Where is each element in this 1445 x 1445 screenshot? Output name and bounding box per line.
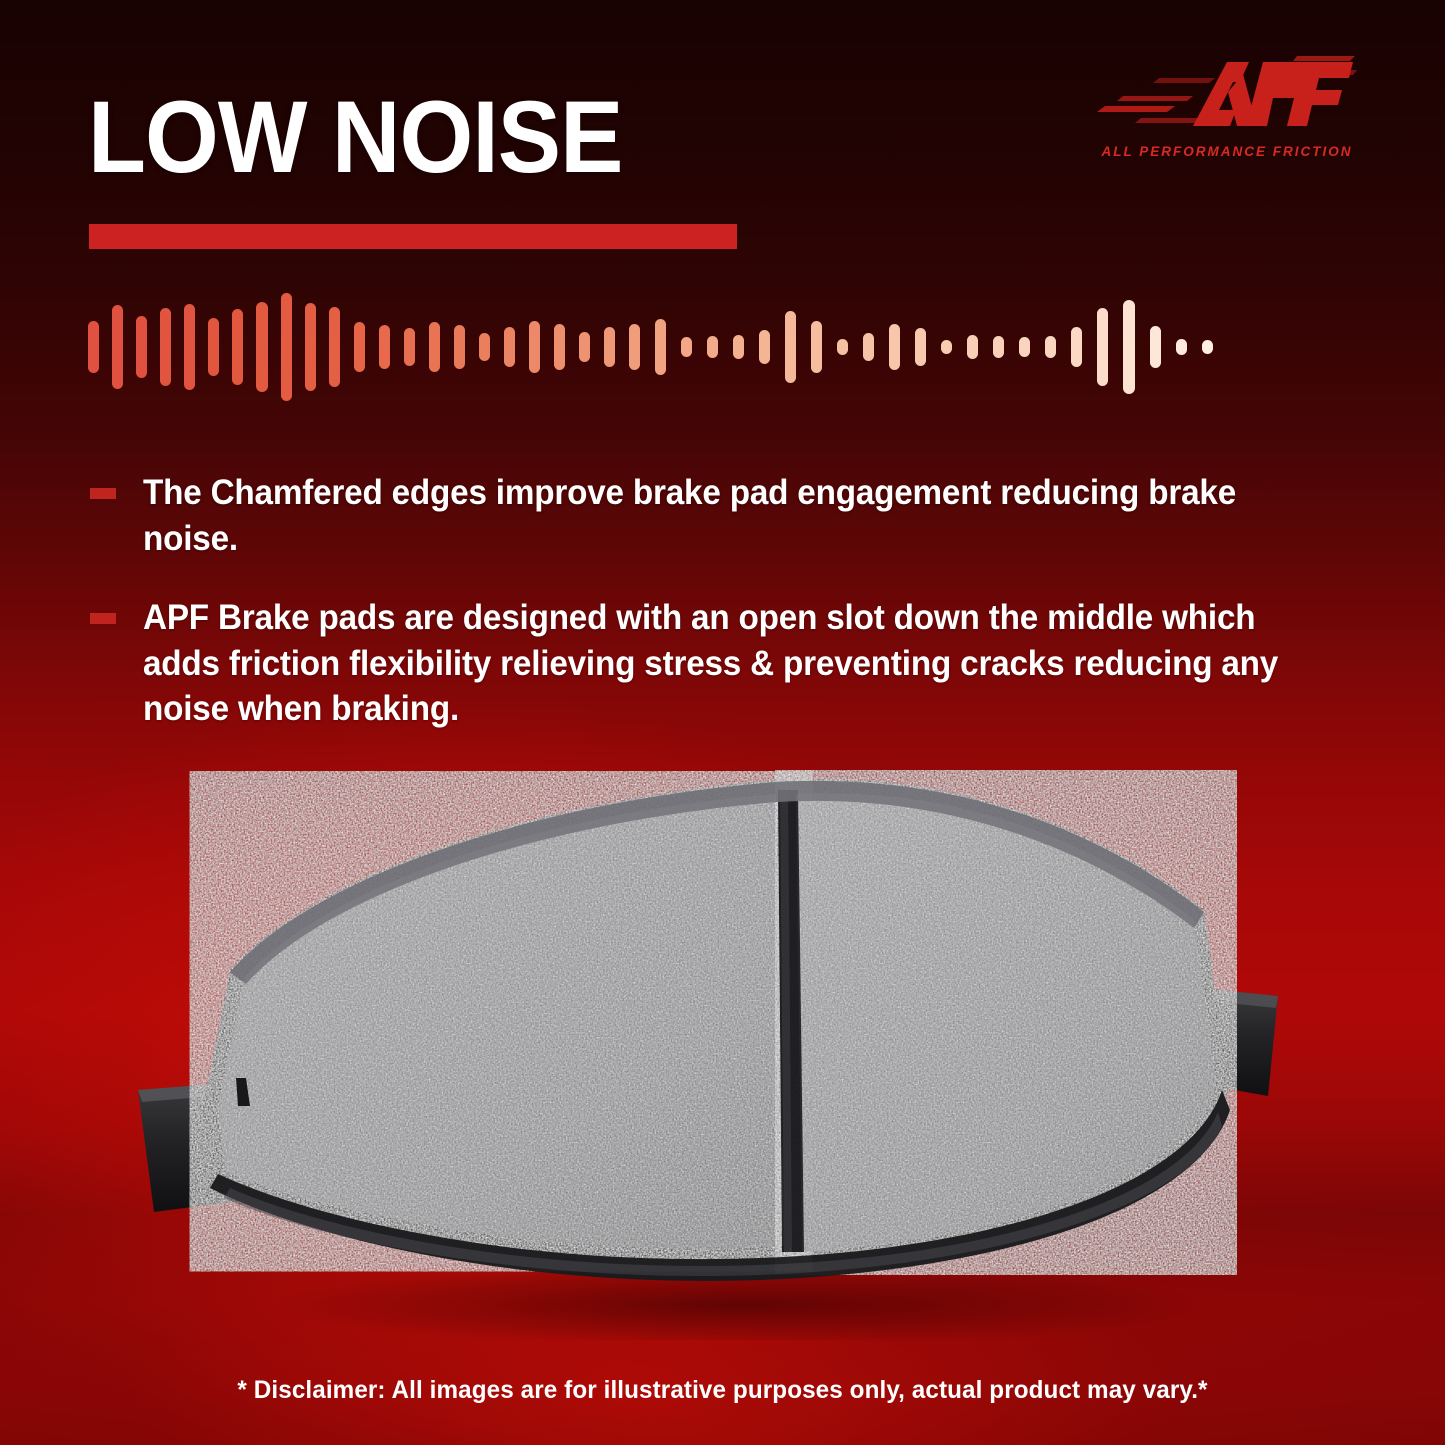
waveform-bar — [604, 327, 615, 367]
waveform-bar — [733, 335, 744, 359]
waveform-bar — [479, 333, 490, 361]
waveform-bar — [1045, 336, 1056, 358]
waveform-bar — [529, 321, 540, 373]
dash-marker-icon — [90, 613, 116, 624]
waveform-bar — [655, 319, 666, 375]
waveform-bar — [863, 333, 874, 361]
waveform-bar — [681, 337, 692, 357]
waveform-bar — [454, 325, 465, 369]
waveform-bar — [1097, 308, 1108, 386]
title-accent-bar — [89, 224, 737, 249]
waveform-bar — [354, 322, 365, 372]
sound-wave-icon — [88, 288, 1238, 406]
waveform-bar — [256, 302, 268, 392]
waveform-bar — [1071, 327, 1082, 367]
waveform-bar — [554, 324, 565, 370]
apf-tagline: ALL PERFORMANCE FRICTION — [1101, 144, 1353, 159]
feature-list: The Chamfered edges improve brake pad en… — [88, 470, 1378, 766]
waveform-bar — [136, 316, 147, 378]
waveform-bar — [112, 305, 123, 389]
waveform-bar — [1150, 326, 1161, 368]
feature-bullet: APF Brake pads are designed with an open… — [88, 595, 1378, 732]
waveform-bar — [379, 325, 390, 369]
apf-logo: ALL PERFORMANCE FRICTION — [1097, 48, 1357, 170]
waveform-bar — [785, 311, 796, 383]
apf-logo-mark — [1097, 48, 1357, 138]
waveform-bar — [579, 332, 590, 362]
waveform-bar — [837, 339, 848, 355]
waveform-bar — [305, 303, 316, 391]
waveform-bar — [281, 293, 292, 401]
waveform-bar — [915, 328, 926, 366]
waveform-bar — [941, 340, 952, 354]
waveform-bar — [629, 324, 640, 370]
waveform-bar — [184, 304, 195, 390]
waveform-bar — [889, 324, 900, 370]
waveform-bar — [707, 336, 718, 358]
waveform-bar — [88, 321, 99, 373]
feature-bullet: The Chamfered edges improve brake pad en… — [88, 470, 1378, 561]
feature-bullet-text: APF Brake pads are designed with an open… — [143, 598, 1279, 728]
waveform-bar — [232, 309, 243, 385]
brake-pad-image — [118, 760, 1298, 1340]
feature-bullet-text: The Chamfered edges improve brake pad en… — [143, 473, 1237, 558]
dash-marker-icon — [90, 488, 116, 499]
waveform-bar — [160, 308, 171, 386]
page-title: LOW NOISE — [88, 80, 623, 194]
disclaimer-text: * Disclaimer: All images are for illustr… — [237, 1376, 1208, 1404]
waveform-bar — [1202, 340, 1213, 354]
waveform-bar — [759, 330, 770, 364]
waveform-bar — [504, 327, 515, 367]
waveform-bar — [404, 328, 415, 366]
waveform-bar — [1123, 300, 1135, 394]
waveform-bar — [993, 336, 1004, 358]
waveform-bar — [1019, 337, 1030, 357]
waveform-bar — [811, 321, 822, 373]
waveform-bar — [429, 322, 440, 372]
waveform-bar — [1176, 339, 1187, 355]
waveform-bar — [967, 335, 978, 359]
waveform-bar — [329, 307, 340, 387]
waveform-bar — [208, 318, 219, 376]
